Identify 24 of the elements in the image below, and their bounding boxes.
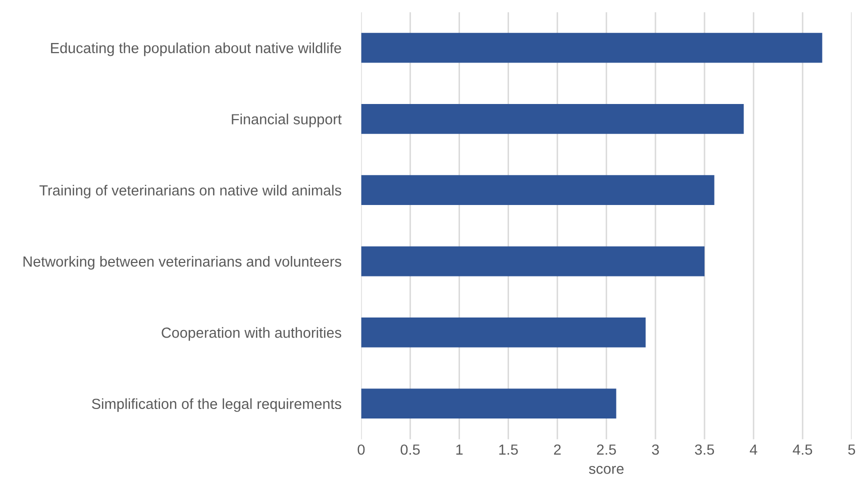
- y-tick-label: Cooperation with authorities: [162, 327, 342, 341]
- bar: [361, 388, 616, 419]
- y-tick-label: Networking between veterinarians and volunteers: [24, 256, 342, 270]
- x-tick-label: 1.5: [499, 444, 518, 455]
- x-tick-label: 3.5: [694, 444, 714, 455]
- bar: [361, 318, 646, 348]
- x-axis-title: score: [588, 466, 624, 474]
- x-tick-label: 4: [750, 444, 758, 455]
- x-tick-label: 1: [456, 444, 463, 455]
- y-tick-label: Simplification of the legal requirements: [92, 398, 342, 412]
- x-tick-label: 4.5: [792, 444, 812, 455]
- y-tick-label: Financial support: [232, 114, 342, 128]
- x-tick-label: 2: [554, 444, 561, 455]
- x-tick-label: 3: [652, 444, 659, 455]
- y-tick-label: Training of veterinarians on native wild animals: [39, 184, 342, 198]
- x-tick-label: 5: [848, 444, 856, 455]
- bar: [361, 32, 822, 63]
- bar: [361, 246, 705, 276]
- bar: [361, 175, 714, 206]
- bar: [361, 104, 744, 134]
- x-tick-label: 2.5: [597, 444, 616, 455]
- x-tick-label: 0: [358, 444, 365, 455]
- x-tick-label: 0.5: [400, 444, 420, 455]
- y-tick-label: Educating the population about native wildlife: [51, 42, 342, 56]
